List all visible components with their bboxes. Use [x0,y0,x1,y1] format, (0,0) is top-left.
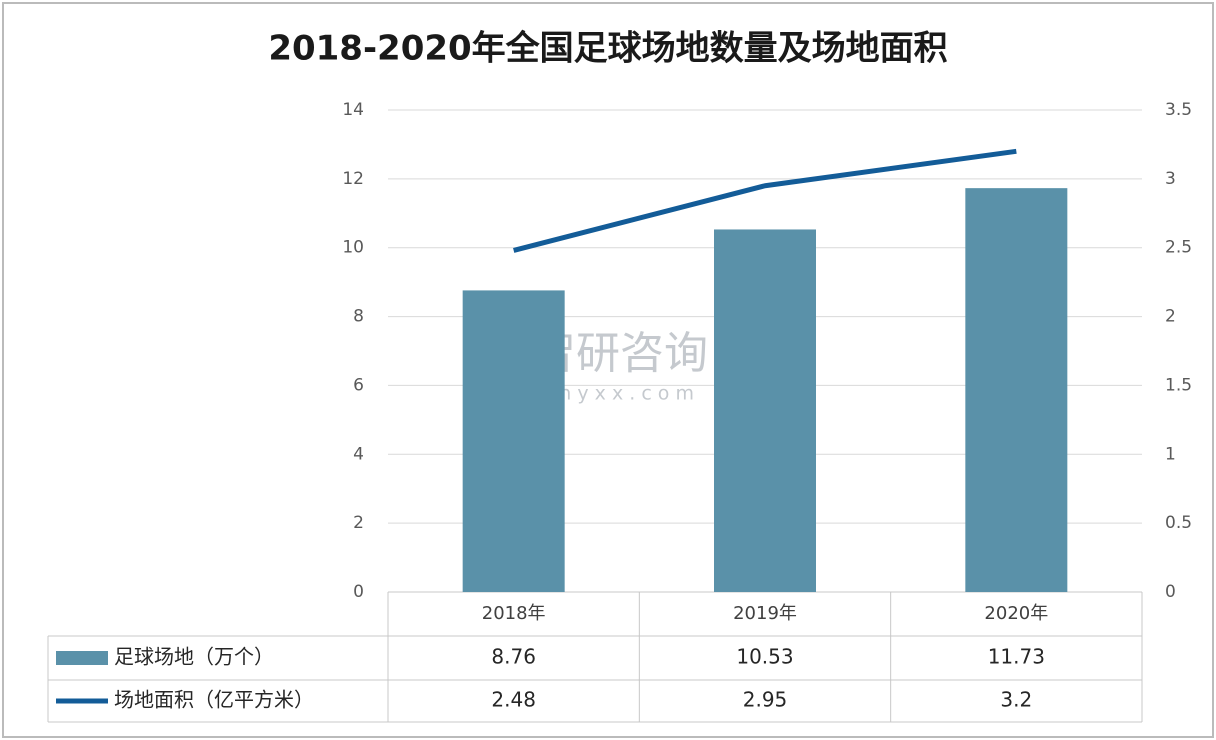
y2-tick-label: 2 [1165,307,1176,327]
y2-tick-label: 1.5 [1165,375,1192,395]
line [513,148,1017,253]
legend-label: 足球场地（万个） [114,645,274,669]
y-tick-label: 8 [353,307,364,327]
y2-tick-label: 3.5 [1165,100,1192,120]
table-value: 2.95 [743,688,788,712]
table-value: 2.48 [491,688,536,712]
chart-title: 2018-2020年全国足球场地数量及场地面积 [268,29,947,69]
legend-swatch [56,651,108,665]
legend-label: 场地面积（亿平方米） [114,688,314,712]
x-tick-label: 2018年 [482,603,546,624]
y-tick-label: 10 [342,238,364,258]
table-value: 10.53 [736,645,793,669]
y2-tick-label: 2.5 [1165,238,1192,258]
bar [462,290,565,592]
bar [714,229,816,592]
y2-tick-label: 0 [1165,582,1176,602]
y2-tick-label: 0.5 [1165,513,1192,533]
y-tick-label: 6 [353,375,364,395]
y2-tick-label: 3 [1165,169,1176,189]
table-value: 3.2 [1000,688,1032,712]
x-tick-label: 2020年 [984,603,1048,624]
y-tick-label: 2 [353,513,364,533]
y-tick-label: 12 [342,169,364,189]
y-tick-label: 4 [353,444,364,464]
y-tick-label: 14 [342,100,364,120]
y2-tick-label: 1 [1165,444,1176,464]
y-tick-label: 0 [353,582,364,602]
bar [965,188,1068,592]
x-tick-label: 2019年 [733,603,797,624]
table-value: 11.73 [988,645,1045,669]
table-value: 8.76 [491,645,536,669]
